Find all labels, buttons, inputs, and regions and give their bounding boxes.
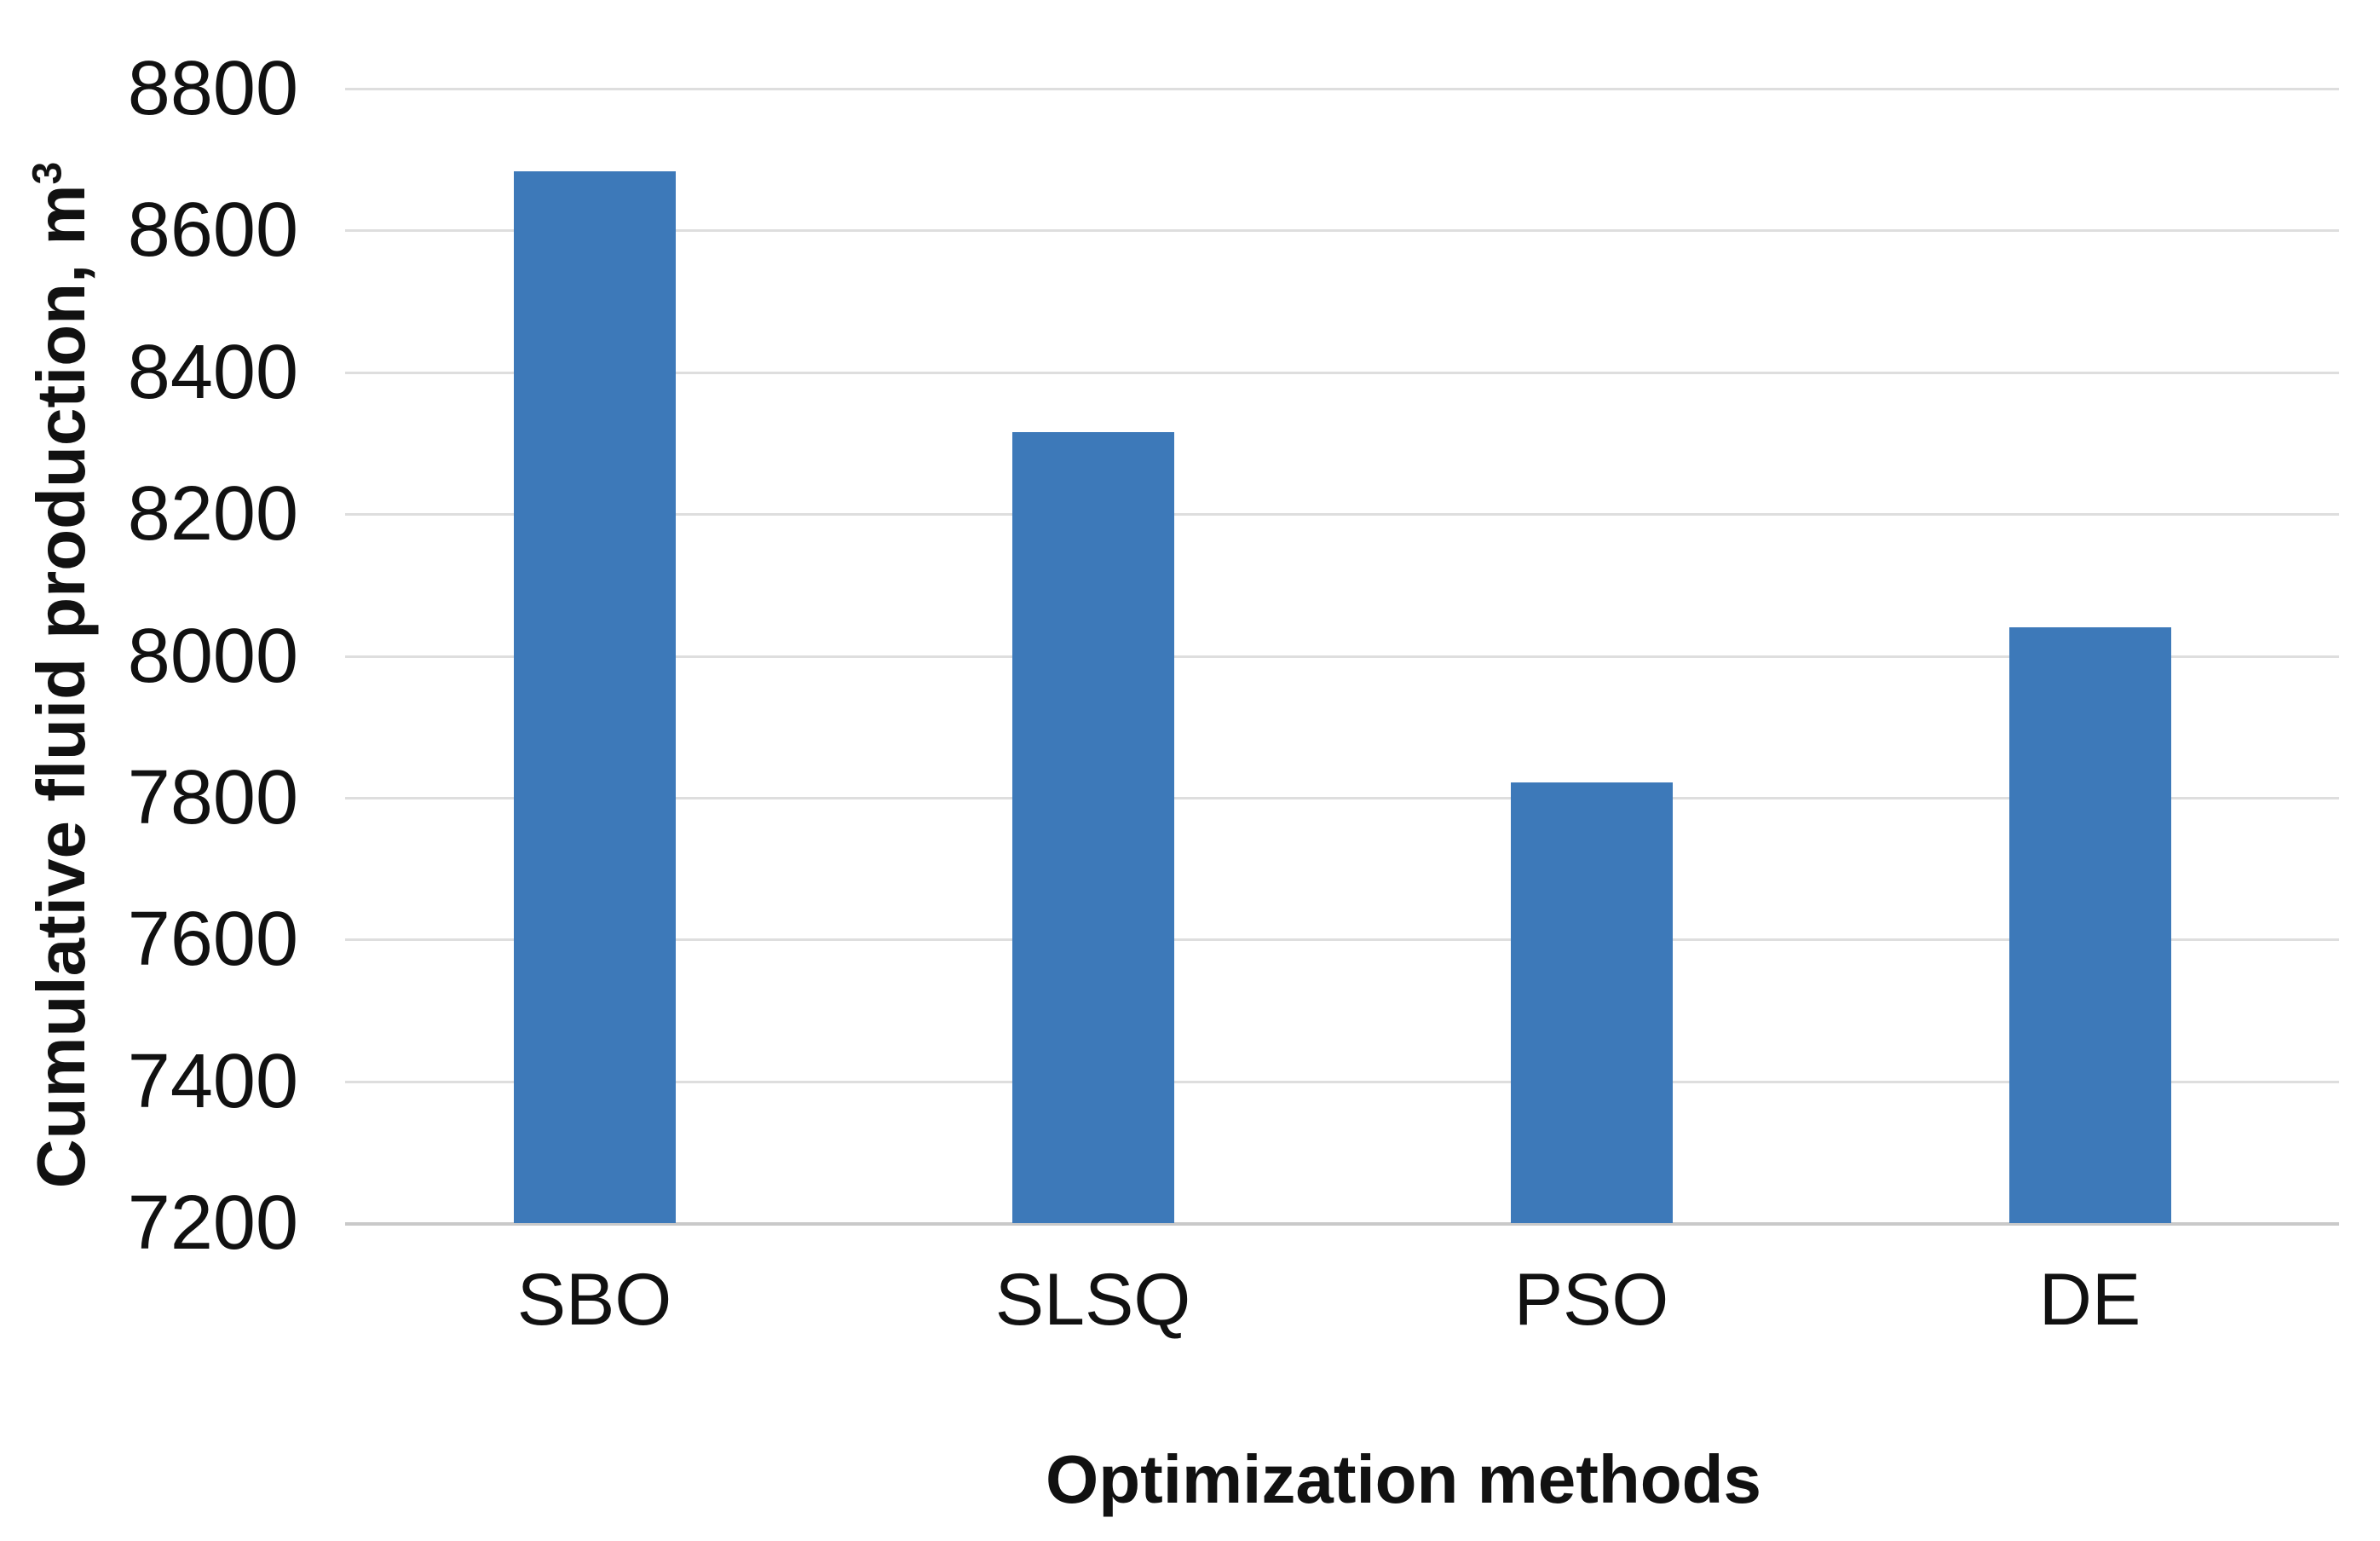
gridline (345, 88, 2339, 90)
bar-pso (1510, 782, 1673, 1223)
x-tick-label-pso: PSO (1513, 1259, 1669, 1341)
bar-sbo (513, 171, 676, 1223)
y-axis-title-superscript: 3 (25, 161, 71, 185)
y-tick-label: 7800 (127, 754, 298, 840)
gridline (345, 1080, 2339, 1083)
x-tick-label-de: DE (2038, 1259, 2141, 1341)
y-tick-label: 8600 (127, 188, 298, 274)
y-tick-label: 7600 (127, 897, 298, 983)
gridline (345, 655, 2339, 658)
y-tick-label: 8200 (127, 471, 298, 557)
y-tick-label: 7200 (127, 1180, 298, 1266)
bar-de (2008, 627, 2171, 1223)
x-tick-label-sbo: SBO (516, 1259, 672, 1341)
gridline (345, 938, 2339, 942)
y-tick-label: 8400 (127, 329, 298, 415)
gridline (345, 796, 2339, 799)
x-axis-line (345, 1222, 2339, 1226)
x-tick-label-slsq: SLSQ (994, 1259, 1191, 1341)
y-tick-label: 7400 (127, 1038, 298, 1124)
gridline (345, 371, 2339, 374)
x-axis-title: Optimization methods (1046, 1441, 1761, 1517)
y-tick-label: 8000 (127, 613, 298, 699)
bar-slsq (1011, 431, 1174, 1223)
y-tick-label: 8800 (127, 46, 298, 131)
gridline (345, 513, 2339, 517)
gridline (345, 229, 2339, 233)
plot-area (345, 88, 2339, 1226)
